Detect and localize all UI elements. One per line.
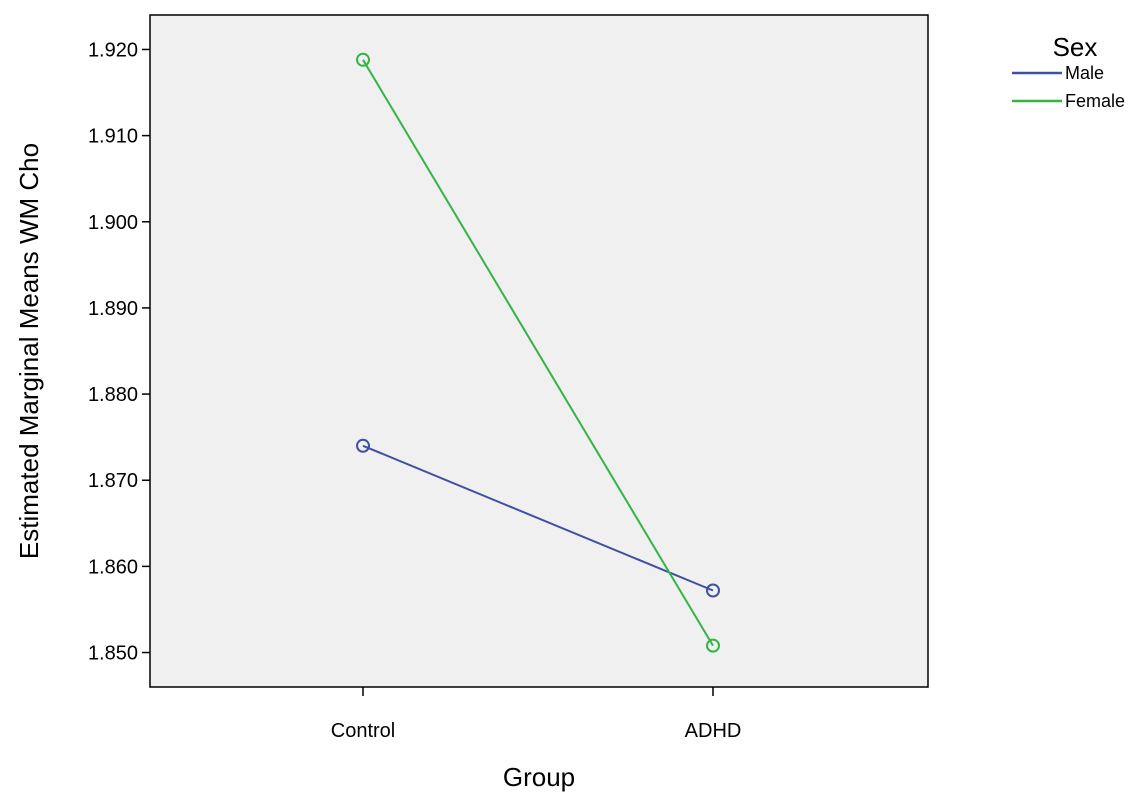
y-tick-label: 1.850: [88, 643, 138, 665]
legend-label-female: Female: [1065, 91, 1125, 111]
y-tick-label: 1.870: [88, 470, 138, 492]
data-point-male: [356, 438, 370, 453]
data-point-male: [706, 583, 720, 598]
y-axis: 1.850 1.860 1.870 1.880 1.890 1.900 1.910 1.920: [88, 39, 150, 665]
y-tick-label: 1.890: [88, 298, 138, 320]
legend: Sex Male Female: [1012, 32, 1125, 111]
y-tick-label: 1.880: [88, 384, 138, 406]
y-tick-label: 1.920: [88, 39, 138, 61]
y-tick-label: 1.900: [88, 212, 138, 234]
legend-label-male: Male: [1065, 63, 1104, 83]
x-axis-title: Group: [503, 762, 575, 792]
x-axis: Control ADHD: [331, 687, 742, 742]
series-line-male: [362, 444, 714, 592]
x-tick-label: ADHD: [685, 720, 742, 742]
y-axis-title: Estimated Marginal Means WM Cho: [14, 143, 44, 559]
y-tick-label: 1.860: [88, 556, 138, 578]
data-point-female: [356, 52, 370, 67]
series-line-female: [362, 59, 714, 647]
series-layer: [356, 52, 720, 653]
x-tick-label: Control: [331, 720, 395, 742]
data-point-female: [706, 638, 720, 653]
legend-title: Sex: [1053, 32, 1098, 62]
y-tick-label: 1.910: [88, 126, 138, 148]
legend-items: Male Female: [1012, 63, 1125, 111]
plot-area: [149, 14, 929, 688]
